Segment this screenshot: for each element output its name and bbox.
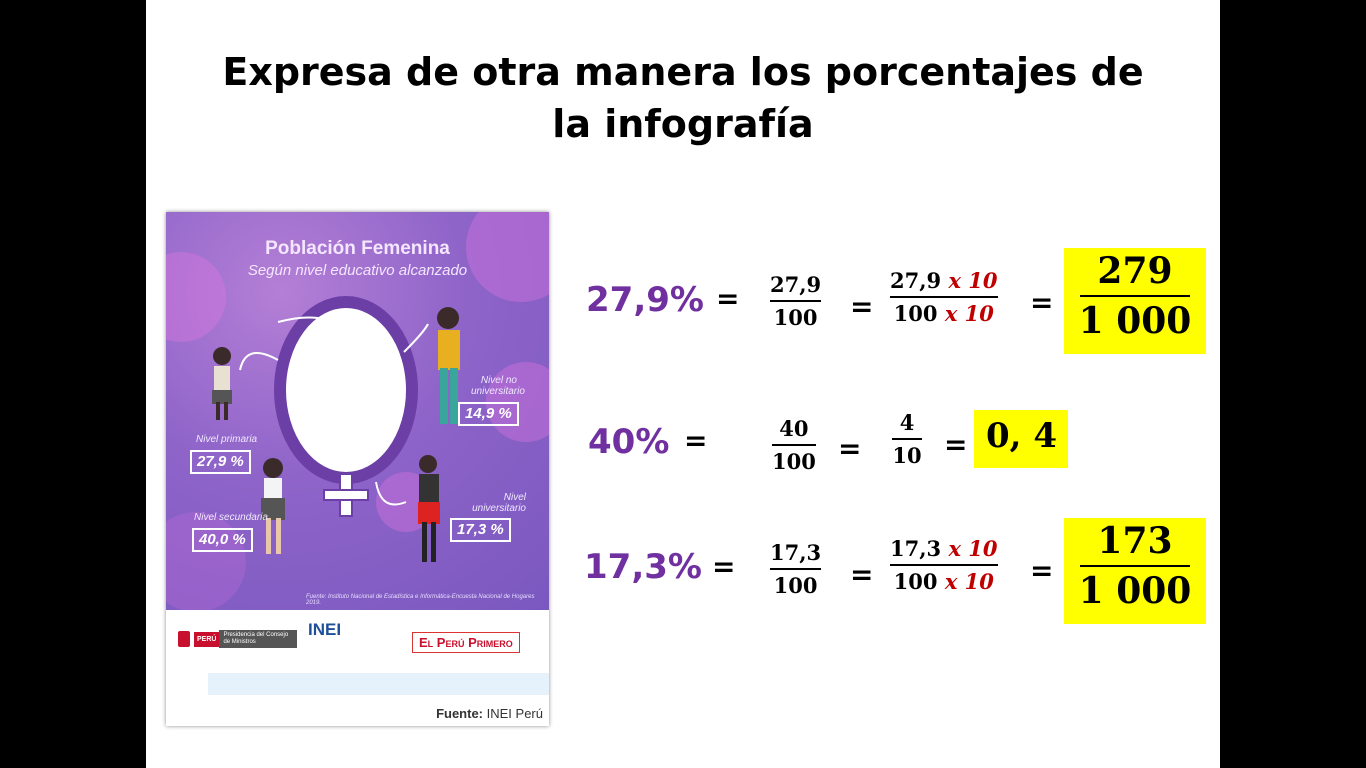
source-credit: Fuente: INEI Perú bbox=[436, 706, 543, 721]
fraction-row1-a: 27,9 100 bbox=[770, 272, 822, 330]
level-value-universitario: 17,3 % bbox=[450, 518, 511, 542]
fraction-row3-a: 17,3 100 bbox=[770, 540, 822, 598]
pcm-logo: PERÚ Presidencia del Consejo de Ministro… bbox=[178, 630, 298, 648]
equals-row3-a: = bbox=[712, 550, 736, 583]
percent-row2: 40% bbox=[588, 422, 670, 462]
equals-row2-a: = bbox=[684, 424, 708, 457]
title-line-2: la infografía bbox=[552, 102, 814, 146]
light-strip bbox=[208, 673, 549, 695]
peru-primero-logo: El Perú Primero bbox=[412, 632, 520, 653]
equals-row3-c: = bbox=[1030, 554, 1054, 587]
equals-row2-c: = bbox=[944, 428, 968, 461]
equals-row1-c: = bbox=[1030, 286, 1054, 319]
result-fraction-row1: 279 1 000 bbox=[1078, 250, 1192, 342]
slide-title: Expresa de otra manera los porcentajes d… bbox=[146, 46, 1220, 150]
level-label-no-universitario: Nivel no universitario bbox=[471, 375, 525, 397]
infographic-title: Población Femenina Según nivel educativo… bbox=[247, 238, 468, 279]
level-label-secundaria: Nivel secundaria bbox=[194, 512, 268, 523]
fraction-row2-a: 40 100 bbox=[772, 416, 816, 474]
fraction-row3-b: 17,3 x 10 100 x 10 bbox=[890, 536, 998, 594]
level-label-primaria: Nivel primaria bbox=[196, 434, 258, 445]
title-line-1: Expresa de otra manera los porcentajes d… bbox=[222, 50, 1144, 94]
percent-row3: 17,3% bbox=[584, 547, 702, 587]
infographic-image: Población Femenina Según nivel educativo… bbox=[166, 212, 549, 726]
highlight-row3 bbox=[1064, 518, 1206, 624]
result-fraction-row3: 173 1 000 bbox=[1078, 520, 1192, 612]
level-label-universitario: Nivel universitario bbox=[472, 492, 526, 514]
equals-row3-b: = bbox=[850, 558, 874, 591]
logos-bar: PERÚ Presidencia del Consejo de Ministro… bbox=[166, 610, 549, 672]
inei-logo: INEI bbox=[308, 620, 342, 639]
level-value-primaria: 27,9 % bbox=[190, 450, 251, 474]
infographic-source-note: Fuente: Instituto Nacional de Estadístic… bbox=[306, 594, 535, 606]
level-value-secundaria: 40,0 % bbox=[192, 528, 253, 552]
highlight-row2 bbox=[974, 410, 1068, 468]
infographic-background: Población Femenina Según nivel educativo… bbox=[166, 212, 549, 610]
level-value-no-universitario: 14,9 % bbox=[458, 402, 519, 426]
peru-shield-icon bbox=[178, 631, 190, 647]
equals-row1-b: = bbox=[850, 290, 874, 323]
female-symbol-icon bbox=[212, 296, 460, 562]
result-decimal-row2: 0, 4 bbox=[986, 416, 1057, 456]
fraction-row2-b: 4 10 bbox=[892, 410, 922, 468]
fraction-row1-b: 27,9 x 10 100 x 10 bbox=[890, 268, 998, 326]
percent-row1: 27,9% bbox=[586, 280, 704, 320]
slide: Expresa de otra manera los porcentajes d… bbox=[146, 0, 1220, 768]
equals-row1-a: = bbox=[716, 282, 740, 315]
equals-row2-b: = bbox=[838, 432, 862, 465]
highlight-row1 bbox=[1064, 248, 1206, 354]
